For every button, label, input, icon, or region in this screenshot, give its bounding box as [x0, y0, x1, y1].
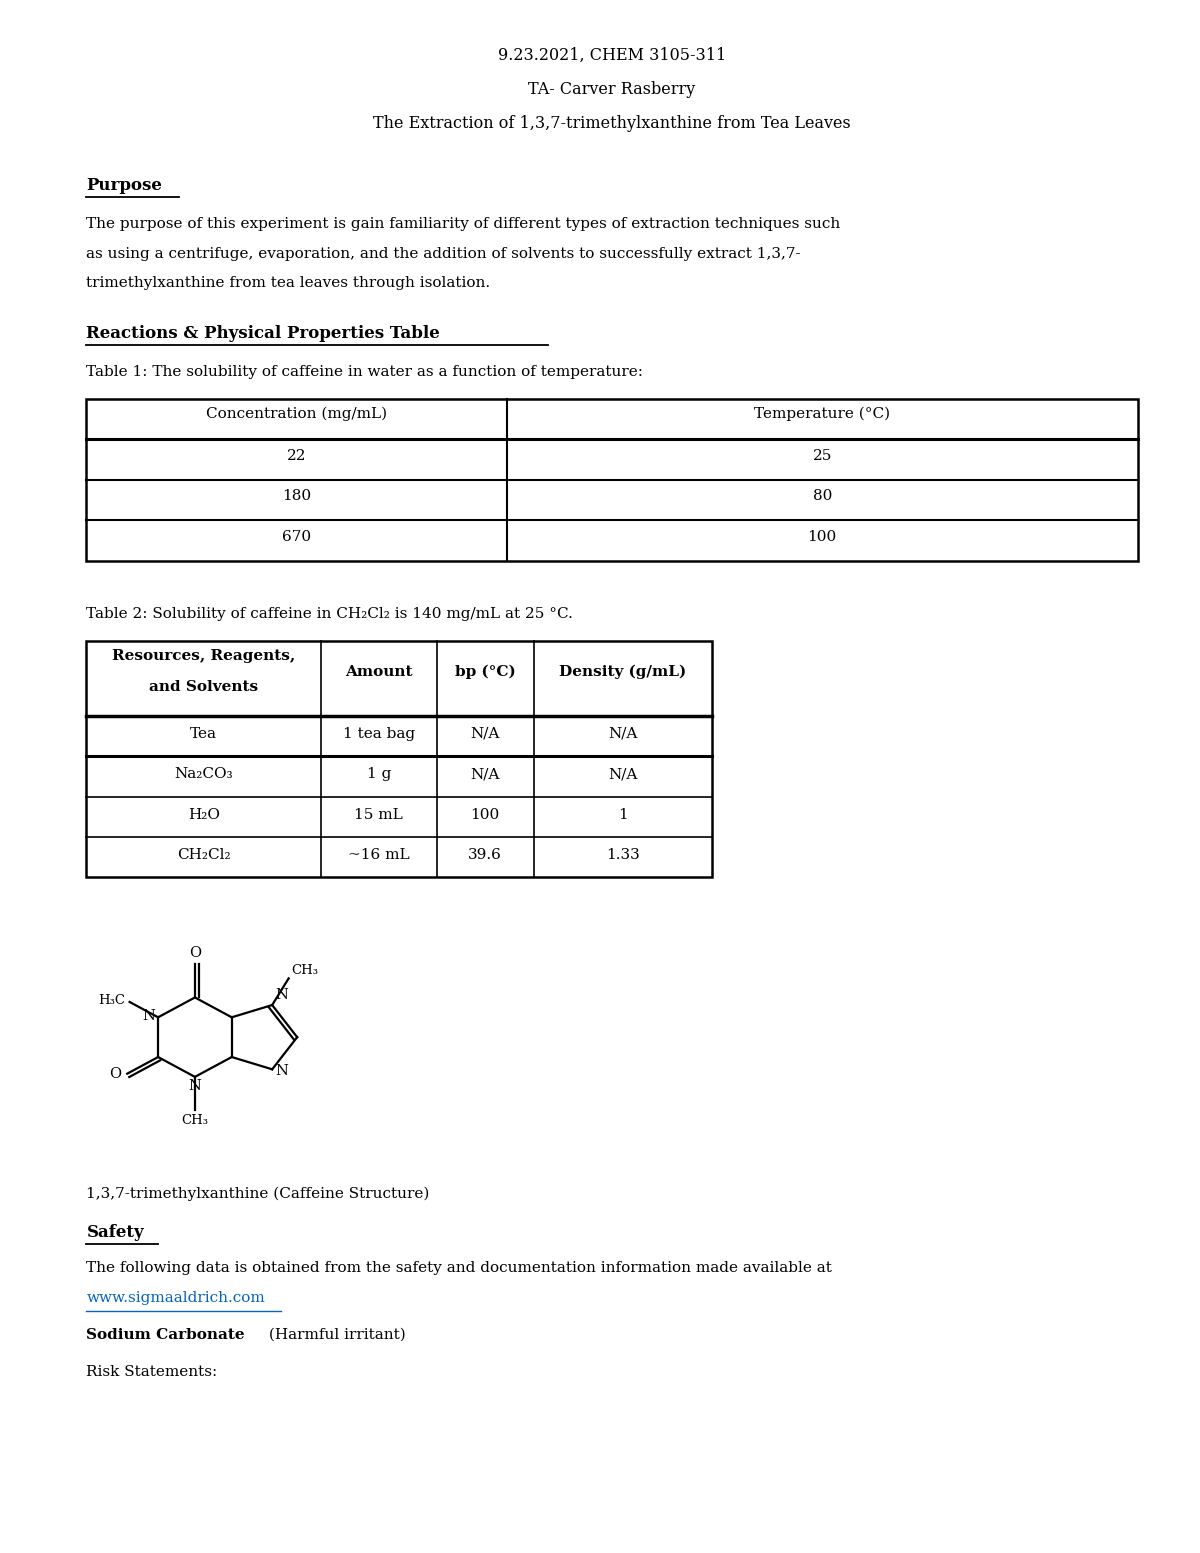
- Text: 1: 1: [618, 808, 628, 822]
- Text: 9.23.2021, CHEM 3105-311: 9.23.2021, CHEM 3105-311: [498, 47, 726, 64]
- Text: N: N: [142, 1009, 155, 1023]
- Text: Sodium Carbonate: Sodium Carbonate: [86, 1328, 245, 1342]
- Text: TA- Carver Rasberry: TA- Carver Rasberry: [528, 81, 696, 98]
- Text: www.sigmaaldrich.com: www.sigmaaldrich.com: [86, 1291, 265, 1305]
- Bar: [86, 399, 1138, 561]
- Text: 1 g: 1 g: [367, 767, 391, 781]
- Text: 15 mL: 15 mL: [354, 808, 403, 822]
- Text: CH₃: CH₃: [181, 1114, 209, 1127]
- Text: Na₂CO₃: Na₂CO₃: [174, 767, 233, 781]
- Text: Resources, Reagents,: Resources, Reagents,: [112, 649, 295, 663]
- Text: N/A: N/A: [470, 767, 500, 781]
- Text: (Harmful irritant): (Harmful irritant): [264, 1328, 406, 1342]
- Text: N/A: N/A: [470, 727, 500, 741]
- Text: Concentration (mg/mL): Concentration (mg/mL): [206, 407, 388, 421]
- Text: N: N: [275, 988, 288, 1003]
- Text: and Solvents: and Solvents: [149, 680, 258, 694]
- Text: N: N: [275, 1064, 288, 1078]
- Text: 1,3,7-trimethylxanthine (Caffeine Structure): 1,3,7-trimethylxanthine (Caffeine Struct…: [86, 1186, 430, 1200]
- Text: O: O: [188, 946, 200, 960]
- Text: 1 tea bag: 1 tea bag: [343, 727, 415, 741]
- Text: H₃C: H₃C: [98, 994, 126, 1008]
- Text: 22: 22: [287, 449, 306, 463]
- Text: Risk Statements:: Risk Statements:: [86, 1365, 217, 1379]
- Text: Temperature (°C): Temperature (°C): [754, 407, 890, 421]
- Text: 100: 100: [808, 530, 836, 544]
- Bar: [86, 641, 712, 877]
- Text: CH₃: CH₃: [292, 964, 318, 977]
- Text: Table 2: Solubility of caffeine in CH₂Cl₂ is 140 mg/mL at 25 °C.: Table 2: Solubility of caffeine in CH₂Cl…: [86, 607, 574, 621]
- Text: N: N: [188, 1079, 202, 1093]
- Text: Safety: Safety: [86, 1224, 144, 1241]
- Text: 25: 25: [812, 449, 832, 463]
- Text: H₂O: H₂O: [187, 808, 220, 822]
- Text: 1.33: 1.33: [606, 848, 640, 862]
- Text: N/A: N/A: [608, 767, 637, 781]
- Text: Reactions & Physical Properties Table: Reactions & Physical Properties Table: [86, 325, 440, 342]
- Text: Amount: Amount: [346, 665, 413, 679]
- Text: ~16 mL: ~16 mL: [348, 848, 409, 862]
- Text: CH₂Cl₂: CH₂Cl₂: [176, 848, 230, 862]
- Text: Tea: Tea: [190, 727, 217, 741]
- Text: Table 1: The solubility of caffeine in water as a function of temperature:: Table 1: The solubility of caffeine in w…: [86, 365, 643, 379]
- Text: Purpose: Purpose: [86, 177, 162, 194]
- Text: 39.6: 39.6: [468, 848, 502, 862]
- Text: 100: 100: [470, 808, 499, 822]
- Text: trimethylxanthine from tea leaves through isolation.: trimethylxanthine from tea leaves throug…: [86, 276, 491, 290]
- Text: N/A: N/A: [608, 727, 637, 741]
- Text: 670: 670: [282, 530, 311, 544]
- Text: 180: 180: [282, 489, 311, 503]
- Text: 80: 80: [812, 489, 832, 503]
- Text: The Extraction of 1,3,7-trimethylxanthine from Tea Leaves: The Extraction of 1,3,7-trimethylxanthin…: [373, 115, 851, 132]
- Text: The purpose of this experiment is gain familiarity of different types of extract: The purpose of this experiment is gain f…: [86, 217, 841, 231]
- Text: O: O: [109, 1067, 121, 1081]
- Text: Density (g/mL): Density (g/mL): [559, 665, 686, 679]
- Text: The following data is obtained from the safety and documentation information mad: The following data is obtained from the …: [86, 1261, 833, 1275]
- Text: bp (°C): bp (°C): [455, 665, 516, 679]
- Text: as using a centrifuge, evaporation, and the addition of solvents to successfully: as using a centrifuge, evaporation, and …: [86, 247, 802, 261]
